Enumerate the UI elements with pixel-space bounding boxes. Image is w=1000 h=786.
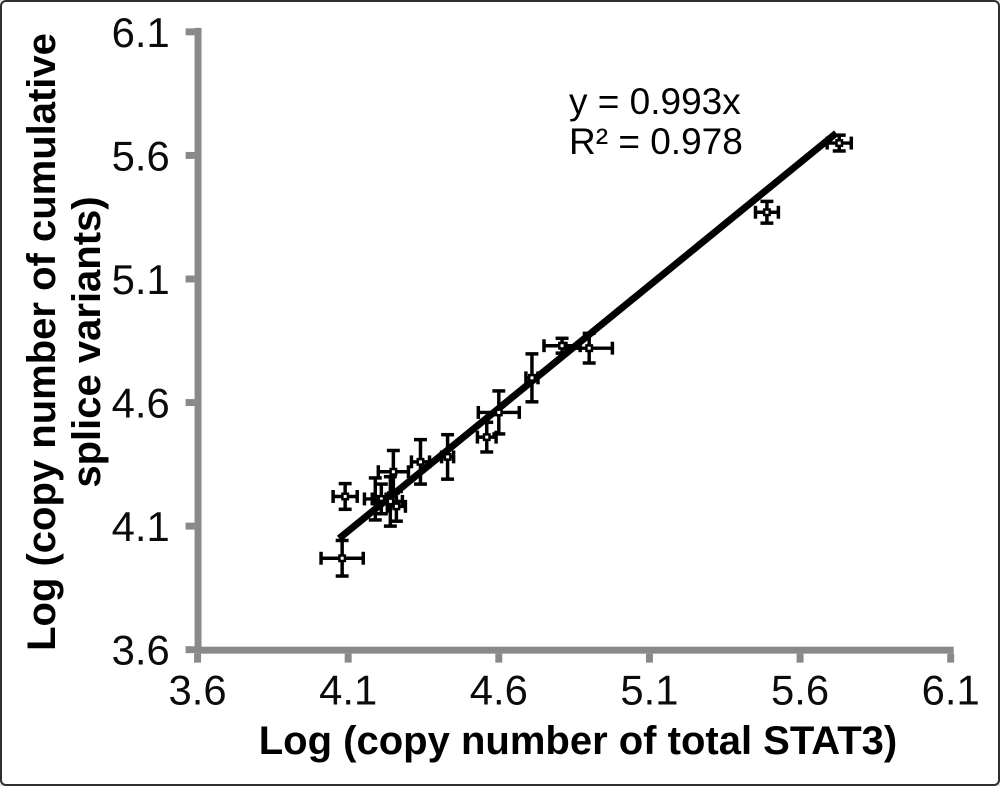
marker-center	[446, 455, 450, 459]
x-tick-label: 3.6	[169, 666, 227, 713]
x-tick	[344, 653, 352, 663]
y-axis-title-line1: Log (copy number of cumulative	[20, 33, 64, 651]
data-point	[564, 331, 615, 365]
data-point	[476, 389, 522, 436]
data-point	[524, 352, 540, 404]
marker-center	[379, 497, 383, 501]
x-tick-label: 5.6	[771, 666, 829, 713]
x-axis-line	[194, 646, 954, 654]
data-point	[825, 133, 854, 153]
x-tick-label: 5.1	[620, 666, 678, 713]
x-tick-label: 4.6	[470, 666, 528, 713]
marker-center	[388, 499, 392, 503]
marker-center	[340, 556, 344, 560]
marker-center	[343, 494, 347, 498]
trendline-equation: y = 0.993x R² = 0.978	[569, 82, 743, 162]
y-tick	[185, 399, 195, 407]
data-point	[753, 199, 781, 225]
x-axis-title: Log (copy number of total STAT3)	[258, 719, 898, 763]
data-point	[376, 448, 411, 495]
marker-center	[485, 435, 489, 439]
x-tick	[194, 653, 202, 663]
y-tick	[185, 275, 195, 283]
y-tick-label: 4.1	[112, 503, 170, 550]
marker-center	[418, 460, 422, 464]
data-point	[439, 432, 456, 481]
equation-line: y = 0.993x	[569, 81, 741, 122]
y-tick-label: 5.1	[112, 256, 170, 303]
y-tick-label: 6.1	[112, 9, 170, 56]
r-squared-line: R² = 0.978	[569, 121, 743, 162]
marker-center	[587, 346, 591, 350]
marker-center	[394, 504, 398, 508]
y-axis-title-line2: splice variants)	[65, 196, 109, 488]
data-point	[542, 336, 582, 355]
y-tick-label: 3.6	[112, 627, 170, 674]
marker-center	[560, 344, 564, 348]
data-point	[475, 420, 498, 454]
y-axis-line	[194, 27, 202, 654]
x-tick	[495, 653, 503, 663]
y-tick-label: 5.6	[112, 132, 170, 179]
x-tick-label: 4.1	[319, 666, 377, 713]
marker-center	[497, 410, 501, 414]
data-point	[331, 481, 359, 512]
y-tick	[185, 151, 195, 159]
x-tick-label: 6.1	[922, 666, 980, 713]
y-tick	[185, 28, 195, 36]
marker-center	[837, 141, 841, 145]
marker-center	[530, 376, 534, 380]
y-axis-title: Log (copy number of cumulative splice va…	[20, 2, 112, 694]
y-tick	[185, 646, 195, 654]
x-tick	[796, 653, 804, 663]
y-tick-label: 4.6	[112, 379, 170, 426]
marker-center	[765, 210, 769, 214]
data-point	[376, 474, 405, 528]
x-tick	[645, 653, 653, 663]
y-tick	[185, 522, 195, 530]
data-point	[319, 538, 365, 578]
data-point	[409, 437, 432, 486]
marker-center	[391, 470, 395, 474]
x-tick	[947, 653, 955, 663]
